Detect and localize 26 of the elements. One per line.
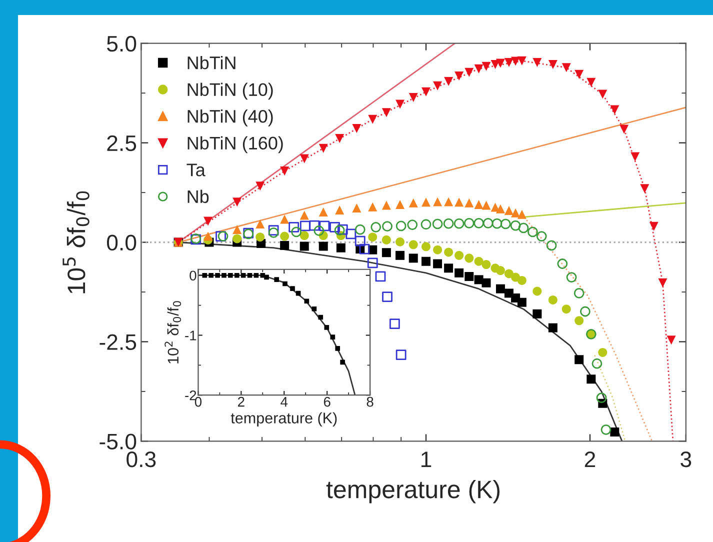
x-tick-label: 2 (584, 451, 596, 468)
y-tick-label: 5.0 (107, 36, 136, 52)
y-tick-label: -2.5 (100, 334, 136, 350)
y-axis-title: 10$^{5}$ δf$_{0}$/f$_{0}$ (62, 191, 90, 294)
legend-label: NbTiN (188, 56, 236, 70)
legend-label: NbTiN (160) (188, 136, 283, 154)
x-tick-label: 3 (680, 451, 692, 468)
x-axis-title: temperature (K) (230, 412, 337, 426)
legend-label: NbTiN (40) (188, 110, 273, 126)
x-tick-label: 6 (324, 396, 330, 407)
x-tick-label: 8 (366, 396, 374, 407)
y-tick-label: -1 (185, 330, 196, 340)
y-tick-label: 0.0 (106, 234, 136, 251)
legend-label: NbTiN (10) (188, 82, 273, 100)
y-tick-label: 0 (190, 270, 196, 281)
x-tick-label: 4 (280, 397, 288, 407)
x-tick-label: 2 (238, 396, 244, 407)
x-tick-label: 0.3 (126, 451, 156, 468)
x-axis-title: temperature (K) (326, 480, 500, 504)
x-tick-label: 1 (422, 452, 432, 468)
legend-label: Ta (186, 164, 206, 176)
y-tick-label: -5.0 (100, 434, 136, 450)
y-tick-label: 2.5 (107, 135, 136, 152)
legend-label: Nb (188, 190, 209, 204)
y-axis-title: 10$^{2}$ δf$_{0}$/f$_{0}$ (164, 301, 182, 364)
y-tick-label: -2 (185, 390, 196, 400)
